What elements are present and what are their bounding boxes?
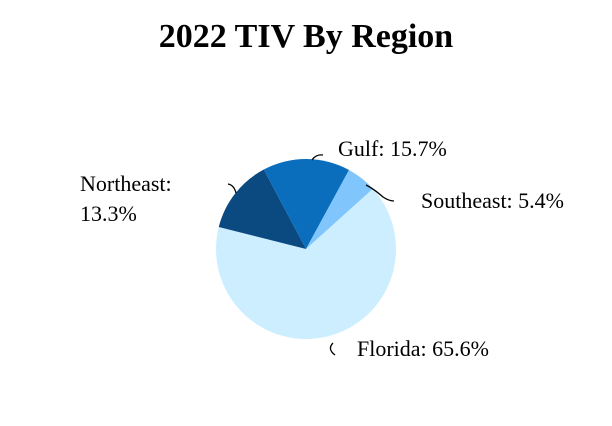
- chart-title: 2022 TIV By Region: [159, 18, 454, 55]
- data-label: Northeast: 13.3%: [80, 171, 172, 226]
- pie-slice: [218, 169, 306, 249]
- leader-line: [311, 154, 324, 161]
- leader-line: [329, 342, 336, 356]
- data-label: Southeast: 5.4%: [421, 188, 564, 213]
- data-label: Gulf: 15.7%: [338, 136, 447, 161]
- data-label: Florida: 65.6%: [357, 336, 489, 361]
- pie-slice: [263, 158, 350, 249]
- leader-line: [227, 183, 237, 194]
- pie-slice: [216, 188, 397, 340]
- pie-slice: [306, 169, 373, 249]
- leader-line: [365, 184, 395, 202]
